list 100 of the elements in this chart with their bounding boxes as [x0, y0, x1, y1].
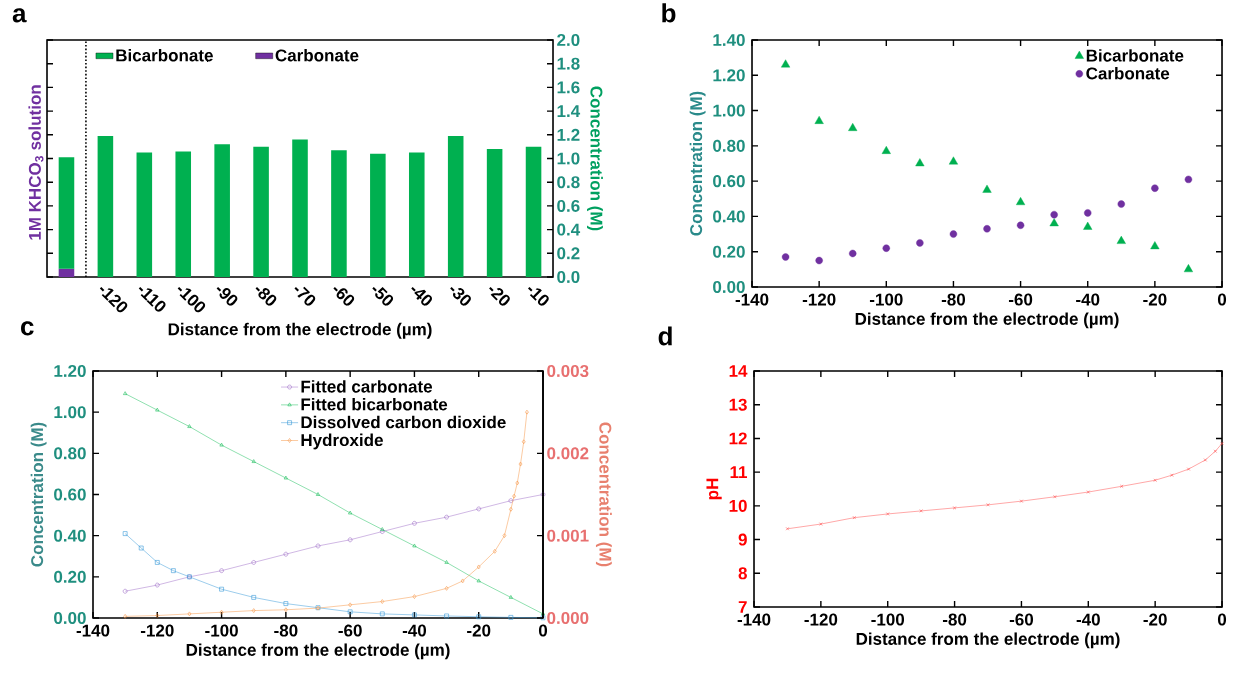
bar — [525, 146, 542, 277]
x-axis-title: Distance from the electrode (µm) — [168, 322, 432, 339]
y-tick-label: 0.00 — [713, 280, 745, 294]
bar — [292, 139, 308, 277]
y-tick-label: 9 — [738, 533, 747, 546]
x-tick-label: -100 — [869, 293, 903, 306]
x-tick-label: -140 — [737, 613, 771, 626]
y-tick-label: 0.60 — [54, 488, 86, 501]
point — [1170, 473, 1174, 477]
y2-tick-label: 0.003 — [547, 364, 589, 378]
point — [315, 492, 321, 496]
point — [1049, 218, 1059, 227]
point — [948, 156, 958, 165]
point — [283, 601, 289, 606]
bar — [97, 135, 114, 277]
y-tick-label: 7 — [738, 601, 747, 613]
point — [509, 507, 513, 512]
x-tick-label: -40 — [411, 287, 432, 306]
point — [219, 586, 224, 592]
x-tick-label: -120 — [802, 293, 836, 306]
x-axis-title: Distance from the electrode (µm) — [856, 632, 1120, 649]
x-tick-label: -100 — [177, 287, 206, 313]
point — [1053, 495, 1057, 499]
point — [1183, 264, 1193, 273]
x-tick-label: -120 — [140, 624, 174, 637]
point — [219, 568, 224, 573]
x-tick-label: -60 — [338, 624, 362, 637]
point — [781, 253, 790, 261]
y-tick-label: 13 — [729, 398, 747, 411]
y-tick-label: 1.00 — [713, 104, 745, 117]
point — [444, 560, 449, 564]
y-tick-label: 1.6 — [557, 81, 580, 94]
y-tick-label: 1.20 — [713, 69, 745, 82]
y2-tick-label: 0.000 — [547, 611, 589, 625]
point — [444, 613, 449, 619]
point — [1203, 458, 1208, 462]
y-tick-label: 0.60 — [713, 175, 745, 188]
bar — [58, 268, 75, 277]
point — [949, 230, 958, 238]
x-tick-label: -40 — [402, 624, 427, 637]
x-tick-label: -140 — [76, 624, 110, 637]
point — [1117, 200, 1125, 208]
y-axis-title: Concentration (M) — [689, 91, 706, 236]
y2-tick-label: 0.002 — [547, 447, 589, 460]
chart-title: b — [662, 3, 676, 23]
y-tick-label: 11 — [730, 466, 748, 478]
y-tick-label: 10 — [729, 499, 747, 512]
bar — [408, 152, 425, 277]
y-tick-label: 1.2 — [557, 128, 580, 141]
point — [284, 607, 288, 613]
point — [815, 256, 823, 265]
point — [412, 594, 417, 599]
x-tick-label: -80 — [941, 293, 966, 306]
point — [952, 506, 957, 510]
point — [502, 533, 507, 538]
x-tick-label: 0 — [538, 624, 548, 637]
point — [348, 602, 352, 608]
x-tick-label: -60 — [333, 287, 355, 306]
y-tick-label: 0.00 — [54, 611, 86, 625]
x-tick-label: -90 — [216, 287, 238, 306]
point — [518, 461, 523, 467]
chart-title: a — [12, 8, 27, 23]
y-tick-label: 0.80 — [713, 139, 745, 152]
point — [476, 564, 481, 570]
point — [154, 582, 160, 588]
bar — [58, 157, 75, 269]
y-tick-label: 0.40 — [54, 529, 86, 542]
point — [848, 123, 858, 131]
point — [219, 442, 224, 447]
point — [983, 225, 991, 233]
x-tick-label: -80 — [942, 613, 967, 626]
point — [916, 239, 924, 247]
bar — [486, 149, 503, 277]
y-tick-label: 0.40 — [713, 210, 745, 223]
point — [251, 595, 257, 600]
point — [1184, 175, 1193, 184]
point — [155, 407, 160, 412]
point — [219, 609, 224, 615]
point — [379, 611, 385, 617]
point — [881, 145, 891, 154]
y-tick-label: 0.6 — [557, 199, 580, 212]
point — [380, 599, 385, 604]
bar — [447, 135, 464, 277]
point — [982, 184, 992, 193]
y-tick-label: 0.0 — [557, 270, 580, 284]
x-tick-label: -30 — [450, 287, 471, 306]
bar — [253, 146, 269, 277]
x-tick-label: -60 — [1009, 613, 1034, 626]
x-tick-label: 0 — [1217, 293, 1227, 306]
y-tick-label: 1.8 — [557, 57, 580, 70]
point — [1120, 484, 1124, 489]
point — [251, 459, 256, 463]
legend-label: Carbonate — [275, 48, 359, 62]
point — [187, 424, 192, 428]
point — [315, 543, 321, 549]
y-tick-label: 0.20 — [54, 570, 86, 583]
point — [171, 568, 176, 573]
point — [154, 560, 160, 565]
y-tick-label: 14 — [729, 365, 748, 377]
point — [412, 612, 417, 618]
